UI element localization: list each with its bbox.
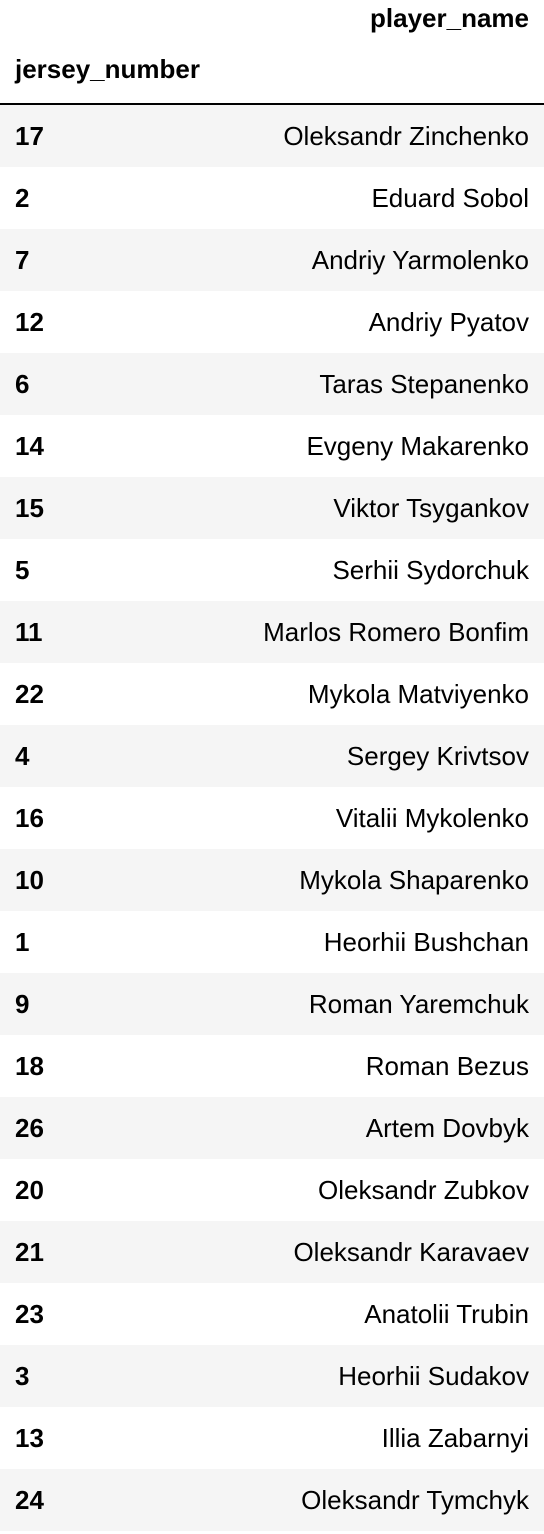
- player-name-cell: Oleksandr Tymchyk: [301, 1484, 529, 1515]
- table-row: 5 Serhii Sydorchuk: [0, 539, 544, 601]
- table-row: 14 Evgeny Makarenko: [0, 415, 544, 477]
- player-name-cell: Viktor Tsygankov: [333, 492, 529, 523]
- jersey-number-cell: 17: [15, 120, 44, 151]
- table-row: 3 Heorhii Sudakov: [0, 1345, 544, 1407]
- jersey-number-cell: 5: [15, 554, 30, 585]
- player-name-cell: Evgeny Makarenko: [306, 430, 529, 461]
- index-header-jersey-number: jersey_number: [15, 54, 200, 84]
- jersey-number-cell: 22: [15, 678, 44, 709]
- table-row: 21 Oleksandr Karavaev: [0, 1221, 544, 1283]
- player-name-cell: Heorhii Bushchan: [323, 926, 529, 957]
- player-name-cell: Mykola Shaparenko: [299, 864, 529, 895]
- column-header-player-name: player_name: [370, 2, 529, 33]
- table-row: 12 Andriy Pyatov: [0, 291, 544, 353]
- table-row: 10 Mykola Shaparenko: [0, 849, 544, 911]
- table-row: 22 Mykola Matviyenko: [0, 663, 544, 725]
- jersey-number-cell: 11: [15, 616, 43, 647]
- player-name-cell: Mykola Matviyenko: [307, 678, 529, 709]
- player-name-cell: Roman Bezus: [365, 1050, 529, 1081]
- table-row: 23 Anatolii Trubin: [0, 1283, 544, 1345]
- jersey-number-cell: 6: [15, 368, 30, 399]
- table-row: 2 Eduard Sobol: [0, 167, 544, 229]
- table-row: 26 Artem Dovbyk: [0, 1097, 544, 1159]
- table-row: 11 Marlos Romero Bonfim: [0, 601, 544, 663]
- jersey-number-cell: 16: [15, 802, 44, 833]
- table-row: 4 Sergey Krivtsov: [0, 725, 544, 787]
- index-header-row: jersey_number: [0, 36, 544, 105]
- table-row: 13 Illia Zabarnyi: [0, 1407, 544, 1469]
- player-name-cell: Oleksandr Zubkov: [318, 1174, 529, 1205]
- player-name-cell: Sergey Krivtsov: [346, 740, 529, 771]
- player-name-cell: Oleksandr Zinchenko: [283, 120, 529, 151]
- jersey-number-cell: 15: [15, 492, 44, 523]
- player-name-cell: Serhii Sydorchuk: [332, 554, 529, 585]
- jersey-number-cell: 12: [15, 306, 44, 337]
- table-row: 18 Roman Bezus: [0, 1035, 544, 1097]
- table-row: 24 Oleksandr Tymchyk: [0, 1469, 544, 1531]
- table-row: 1 Heorhii Bushchan: [0, 911, 544, 973]
- jersey-number-cell: 21: [15, 1236, 44, 1267]
- player-name-cell: Anatolii Trubin: [364, 1298, 529, 1329]
- jersey-number-cell: 13: [15, 1422, 44, 1453]
- player-name-cell: Illia Zabarnyi: [381, 1422, 529, 1453]
- table-body: 17 Oleksandr Zinchenko 2 Eduard Sobol 7 Andri…: [0, 105, 544, 1531]
- jersey-number-cell: 26: [15, 1112, 44, 1143]
- jersey-number-cell: 9: [15, 988, 30, 1019]
- jersey-number-cell: 18: [15, 1050, 44, 1081]
- jersey-number-cell: 7: [15, 244, 30, 275]
- player-name-cell: Roman Yaremchuk: [308, 988, 529, 1019]
- table-row: 7 Andriy Yarmolenko: [0, 229, 544, 291]
- player-name-cell: Andriy Pyatov: [368, 306, 529, 337]
- jersey-number-cell: 23: [15, 1298, 44, 1329]
- table-row: 6 Taras Stepanenko: [0, 353, 544, 415]
- jersey-number-cell: 20: [15, 1174, 44, 1205]
- table-row: 15 Viktor Tsygankov: [0, 477, 544, 539]
- player-name-cell: Oleksandr Karavaev: [293, 1236, 529, 1267]
- jersey-number-cell: 3: [15, 1360, 30, 1391]
- jersey-number-cell: 24: [15, 1484, 44, 1515]
- player-name-cell: Vitalii Mykolenko: [335, 802, 529, 833]
- column-header-row: player_name: [0, 0, 544, 36]
- player-name-cell: Marlos Romero Bonfim: [263, 616, 529, 647]
- player-name-cell: Andriy Yarmolenko: [311, 244, 529, 275]
- table-row: 20 Oleksandr Zubkov: [0, 1159, 544, 1221]
- player-name-cell: Taras Stepanenko: [319, 368, 529, 399]
- table-row: 9 Roman Yaremchuk: [0, 973, 544, 1035]
- player-name-cell: Eduard Sobol: [371, 182, 529, 213]
- table-row: 16 Vitalii Mykolenko: [0, 787, 544, 849]
- jersey-number-cell: 14: [15, 430, 44, 461]
- jersey-number-cell: 2: [15, 182, 30, 213]
- jersey-number-cell: 10: [15, 864, 44, 895]
- jersey-number-cell: 4: [15, 740, 30, 771]
- jersey-number-cell: 1: [15, 926, 30, 957]
- player-name-cell: Artem Dovbyk: [365, 1112, 529, 1143]
- player-name-cell: Heorhii Sudakov: [338, 1360, 529, 1391]
- table-row: 17 Oleksandr Zinchenko: [0, 105, 544, 167]
